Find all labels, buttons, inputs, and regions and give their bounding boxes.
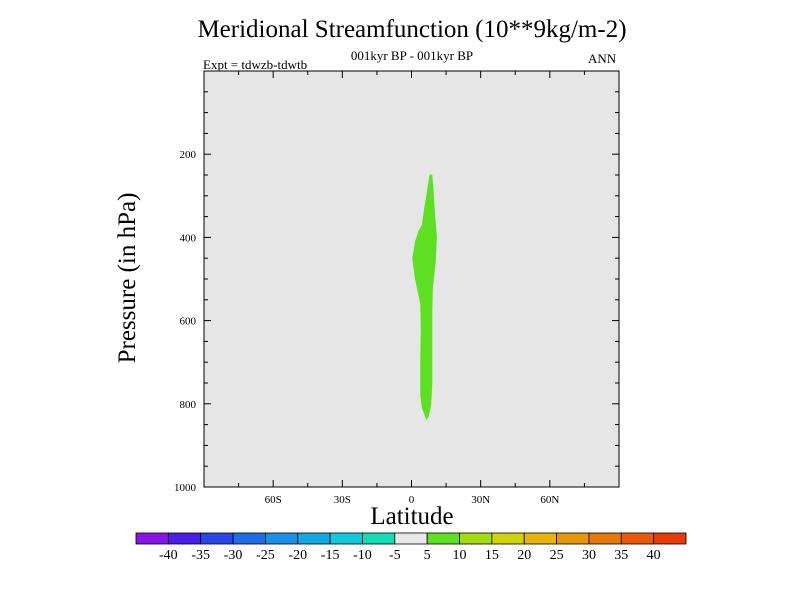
y-tick-label: 400 [180,232,197,244]
colorbar-box [362,532,396,545]
x-axis-label: Latitude [370,503,454,530]
colorbar-box [620,532,655,545]
contour-layer [412,174,437,421]
x-tick-label: 0 [409,494,415,506]
colorbar-label: 25 [550,548,564,563]
colorbar-box [200,532,234,545]
colorbar-label: -20 [288,548,307,563]
colorbar-box [265,532,299,545]
colorbar-label: -25 [256,548,275,563]
x-tick-label: 30N [471,494,490,506]
colorbar-label: -35 [191,548,210,563]
colorbar-box [588,532,622,545]
experiment-label: Expt = tdwzb-tdwtb [203,57,308,72]
colorbar-label: -30 [224,548,243,563]
contour-region [412,174,437,421]
colorbar-box [556,532,590,545]
colorbar-label: -5 [389,548,401,563]
colorbar-label: 30 [582,548,596,563]
colorbar-box [491,532,525,545]
x-tick-label: 60N [540,494,559,506]
colorbar-box [297,532,331,545]
colorbar-box [135,532,169,545]
colorbar-label: -10 [353,548,372,563]
colorbar-label: -15 [321,548,340,563]
season-label: ANN [588,51,617,66]
y-tick-label: 600 [180,316,197,328]
colorbar-box [232,532,266,545]
colorbar-box [653,532,687,545]
colorbar-box [523,532,557,545]
axis-ticks: 60S 30S 0 30N 60N 200 400 600 800 1000 [174,71,619,506]
colorbar-box [167,532,202,545]
colorbar: -40 -35 -30 -25 -20 -15 -10 -5 5 10 15 20 25 30 35 40 [135,532,687,563]
colorbar-box [394,532,428,545]
colorbar-box [459,532,493,545]
colorbar-label: 35 [614,548,628,563]
x-tick-label: 30S [334,494,351,506]
chart-title: Meridional Streamfunction (10**9kg/m-2) [197,16,627,43]
colorbar-label: 20 [517,548,531,563]
colorbar-label: 5 [424,548,431,563]
chart-subtitle: 001kyr BP - 001kyr BP [350,48,474,63]
x-tick-label: 60S [265,494,282,506]
y-tick-label: 800 [180,399,197,411]
plot-background [204,71,619,487]
y-tick-label: 1000 [174,482,197,494]
colorbar-box [329,532,363,545]
colorbar-label: 10 [453,548,467,563]
colorbar-label: 40 [647,548,661,563]
colorbar-box [426,532,460,545]
colorbar-label: -40 [159,548,178,563]
y-tick-label: 200 [180,149,197,161]
colorbar-label: 15 [485,548,499,563]
